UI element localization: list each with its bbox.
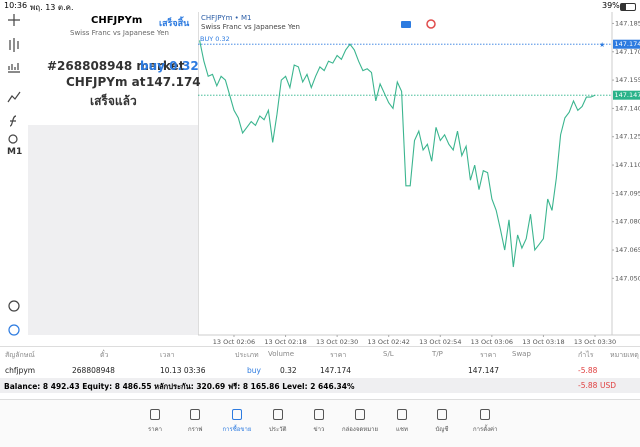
column-header: สัญลักษณ์: [5, 351, 35, 359]
column-header: ราคา: [330, 351, 347, 359]
tab-label[interactable]: ราคา: [148, 426, 162, 433]
chart-type-tool[interactable]: [7, 91, 21, 103]
chart-title: CHFJPYm • M1: [201, 14, 251, 22]
y-tick-label: 147.155: [615, 76, 640, 84]
order-symbol[interactable]: CHFJPYm: [91, 15, 143, 26]
tab-label[interactable]: แชท: [396, 426, 408, 433]
status-date: พฤ. 13 ต.ค.: [30, 3, 74, 12]
column-header: T/P: [432, 350, 443, 358]
done-button[interactable]: เสร็จสิ้น: [159, 19, 190, 29]
total-profit: -5.88: [578, 381, 598, 390]
x-tick-label: 13 Oct 03:18: [522, 338, 564, 346]
battery-icon: [620, 3, 636, 11]
cell: 147.174: [320, 366, 352, 375]
tab-icon[interactable]: [355, 409, 365, 420]
tab-icon[interactable]: [273, 409, 283, 420]
order-text: #268808948 market: [47, 59, 185, 73]
tab-label[interactable]: กราฟ: [188, 426, 203, 433]
y-tick-label: 147.125: [615, 133, 640, 141]
y-tick-label: 147.050: [615, 274, 640, 282]
tab-icon[interactable]: [480, 409, 490, 420]
order-panel: [28, 12, 199, 125]
tab-label[interactable]: บัญชี: [435, 426, 449, 433]
one-click-icon[interactable]: [401, 21, 411, 28]
cell: -5.88: [578, 366, 598, 375]
price-tag-label: 147.174: [615, 40, 640, 48]
y-tick-label: 147.140: [615, 104, 640, 112]
status-time: 10:36: [4, 1, 28, 10]
price-level-label: BUY 0.32: [200, 35, 230, 43]
tab-label[interactable]: การซื้อขาย: [222, 426, 252, 433]
price-text: CHFJPYm at: [66, 75, 146, 89]
tab-label[interactable]: กล่องจดหมาย: [342, 426, 379, 433]
cell: 268808948: [72, 366, 115, 375]
x-tick-label: 13 Oct 02:42: [368, 338, 410, 346]
column-header: กำไร: [578, 351, 594, 359]
indicator-tool[interactable]: [9, 38, 19, 52]
tab-label[interactable]: ประวัติ: [269, 426, 287, 433]
tab-icon[interactable]: [314, 409, 324, 420]
y-tick-label: 147.185: [615, 19, 640, 27]
cell: chfjpym: [5, 366, 36, 375]
tab-bar: [0, 399, 640, 447]
column-header: ตั๋ว: [100, 351, 109, 359]
y-tick-label: 147.065: [615, 246, 640, 254]
x-tick-label: 13 Oct 02:54: [419, 338, 461, 346]
currency: USD: [600, 381, 617, 390]
column-header: Volume: [268, 350, 295, 358]
order-status: เสร็จแล้ว: [90, 94, 137, 108]
column-header: ราคา: [480, 351, 497, 359]
order-action: buy 0.32: [140, 59, 199, 73]
cell: 0.32: [280, 366, 297, 375]
timeframe[interactable]: M1: [7, 147, 23, 157]
balance-text: Balance: 8 492.43 Equity: 8 486.55 หลักป…: [4, 382, 355, 391]
objects-tool[interactable]: [8, 63, 20, 73]
cell: 10.13 03:36: [160, 366, 206, 375]
crosshair-tool[interactable]: [8, 14, 20, 26]
price-line: [199, 40, 596, 268]
column-header: ประเภท: [235, 351, 259, 359]
chart-subtitle: Swiss Franc vs Japanese Yen: [201, 23, 300, 31]
cell: buy: [247, 366, 261, 375]
y-tick-label: 147.095: [615, 189, 640, 197]
alert-star: ★: [599, 41, 605, 49]
price-tag: [613, 90, 640, 100]
column-header: Swap: [512, 350, 531, 358]
x-tick-label: 13 Oct 03:30: [574, 338, 616, 346]
column-header: หมายเหตุ: [610, 351, 639, 359]
order-description: Swiss Franc vs Japanese Yen: [70, 29, 169, 37]
tab-icon[interactable]: [397, 409, 407, 420]
balance-bar: [0, 378, 640, 393]
cell: 147.147: [468, 366, 500, 375]
battery-level: 39%: [602, 1, 620, 10]
zoom-tool[interactable]: [8, 134, 18, 144]
price-chart: CHFJPYm • M1 Swiss Franc vs Japanese Yen…: [198, 12, 640, 346]
x-tick-label: 13 Oct 02:18: [264, 338, 306, 346]
column-header: เวลา: [160, 351, 175, 359]
history-tool[interactable]: [8, 300, 20, 312]
x-tick-label: 13 Oct 02:30: [316, 338, 358, 346]
tab-icon[interactable]: [232, 409, 242, 420]
tab-label[interactable]: การตั้งค่า: [473, 426, 498, 433]
price-tag: [613, 39, 640, 49]
y-tick-label: 147.080: [615, 218, 640, 226]
order-price: 147.174: [146, 75, 201, 89]
trade-icon[interactable]: [426, 19, 436, 29]
divider: [0, 346, 640, 347]
panel-background: [28, 125, 199, 335]
tab-icon[interactable]: [150, 409, 160, 420]
left-toolbar: [7, 14, 21, 336]
tab-label[interactable]: ข่าว: [313, 426, 325, 433]
function-tool[interactable]: [9, 115, 17, 127]
tab-icon[interactable]: [190, 409, 200, 420]
y-tick-label: 147.110: [615, 161, 640, 169]
x-tick-label: 13 Oct 02:06: [213, 338, 255, 346]
column-header: S/L: [383, 350, 394, 358]
price-tag-label: 147.147: [615, 91, 640, 99]
tab-icon[interactable]: [437, 409, 447, 420]
y-tick-label: 147.170: [615, 48, 640, 56]
trade-tool[interactable]: [8, 324, 20, 336]
x-tick-label: 13 Oct 03:06: [471, 338, 513, 346]
